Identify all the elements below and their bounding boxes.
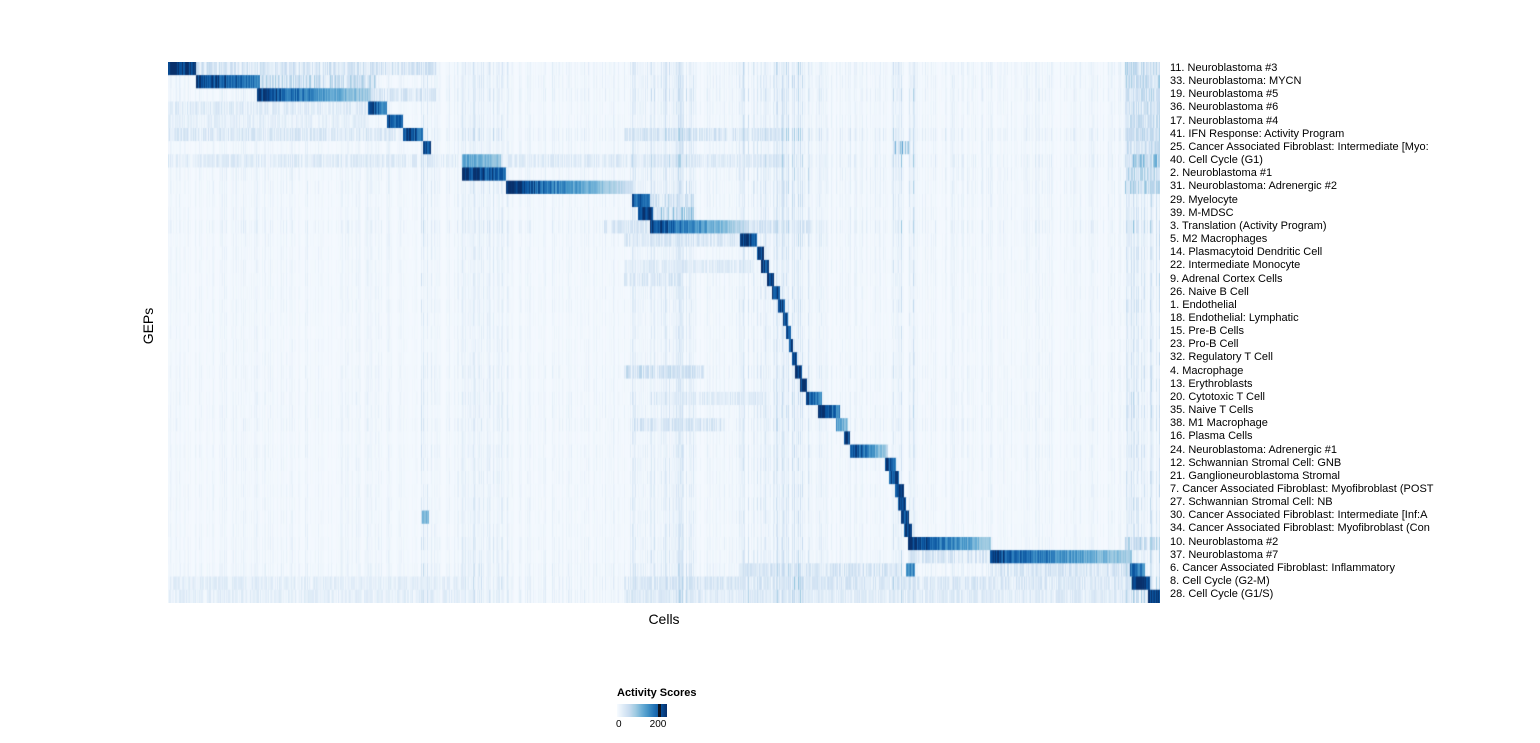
colorbar-max-tick — [658, 704, 661, 717]
colorbar-min-label: 0 — [616, 719, 622, 730]
row-label: 8. Cell Cycle (G2-M) — [1170, 575, 1270, 588]
heatmap-canvas — [168, 62, 1160, 603]
colorbar-gradient — [617, 704, 667, 717]
row-label: 11. Neuroblastoma #3 — [1170, 62, 1278, 74]
row-label: 12. Schwannian Stromal Cell: GNB — [1170, 456, 1342, 469]
row-label: 19. Neuroblastoma #5 — [1170, 88, 1279, 101]
row-label: 33. Neuroblastoma: MYCN — [1170, 75, 1302, 88]
row-label: 30. Cancer Associated Fibroblast: Interm… — [1170, 509, 1428, 522]
row-label: 6. Cancer Associated Fibroblast: Inflamm… — [1170, 561, 1395, 574]
row-label: 18. Endothelial: Lymphatic — [1170, 311, 1299, 324]
row-label: 23. Pro-B Cell — [1170, 338, 1239, 351]
row-label: 3. Translation (Activity Program) — [1170, 219, 1327, 232]
x-axis-label: Cells — [648, 611, 680, 627]
row-label: 37. Neuroblastoma #7 — [1170, 548, 1279, 561]
row-label: 9. Adrenal Cortex Cells — [1170, 272, 1283, 285]
row-label: 22. Intermediate Monocyte — [1170, 259, 1301, 272]
legend-title: Activity Scores — [617, 687, 697, 699]
colorbar-max-label: 200 — [649, 719, 667, 730]
row-label: 16. Plasma Cells — [1170, 430, 1253, 443]
row-label: 29. Myelocyte — [1170, 193, 1238, 206]
row-label: 2. Neuroblastoma #1 — [1170, 167, 1273, 180]
row-labels: 11. Neuroblastoma #3 33. Neuroblastoma: M… — [1170, 62, 1540, 603]
row-label: 34. Cancer Associated Fibroblast: Myofib… — [1170, 522, 1430, 535]
row-label: 41. IFN Response: Activity Program — [1170, 127, 1345, 140]
row-label: 17. Neuroblastoma #4 — [1170, 114, 1279, 127]
row-label: 4. Macrophage — [1170, 364, 1244, 377]
row-label: 1. Endothelial — [1170, 298, 1237, 311]
row-label: 5. M2 Macrophages — [1170, 233, 1268, 246]
row-label: 10. Neuroblastoma #2 — [1170, 535, 1279, 548]
row-label: 14. Plasmacytoid Dendritic Cell — [1170, 246, 1323, 259]
row-label: 38. M1 Macrophage — [1170, 417, 1268, 430]
colorbar-tick-labels: 0 200 — [616, 719, 667, 733]
row-label: 28. Cell Cycle (G1/S) — [1170, 588, 1274, 601]
row-label: 21. Ganglioneuroblastoma Stromal — [1170, 469, 1340, 482]
row-label: 27. Schwannian Stromal Cell: NB — [1170, 496, 1333, 509]
row-label: 36. Neuroblastoma #6 — [1170, 101, 1279, 114]
row-label: 24. Neuroblastoma: Adrenergic #1 — [1170, 443, 1337, 456]
row-label: 40. Cell Cycle (G1) — [1170, 154, 1263, 167]
row-label: 25. Cancer Associated Fibroblast: Interm… — [1170, 140, 1429, 153]
y-axis-label: GEPs — [140, 307, 156, 345]
row-label: 35. Naive T Cells — [1170, 404, 1254, 417]
row-label: 20. Cytotoxic T Cell — [1170, 390, 1265, 403]
row-label: 26. Naive B Cell — [1170, 285, 1249, 298]
row-label: 39. M-MDSC — [1170, 206, 1234, 219]
row-label: 15. Pre-B Cells — [1170, 325, 1244, 338]
row-label: 32. Regulatory T Cell — [1170, 351, 1273, 364]
row-label: 13. Erythroblasts — [1170, 377, 1253, 390]
row-label: 31. Neuroblastoma: Adrenergic #2 — [1170, 180, 1337, 193]
colorbar-legend: Activity Scores 0 200 — [616, 687, 737, 733]
row-label: 7. Cancer Associated Fibroblast: Myofibr… — [1170, 483, 1434, 495]
